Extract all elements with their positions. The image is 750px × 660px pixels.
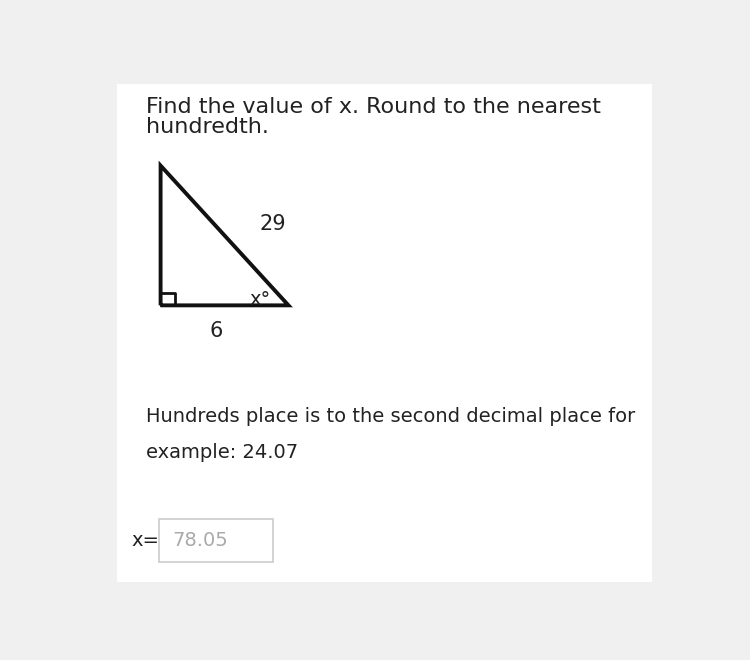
Text: 6: 6 (209, 321, 223, 341)
Text: hundredth.: hundredth. (146, 117, 269, 137)
Text: x°: x° (250, 290, 271, 309)
Text: Hundreds place is to the second decimal place for: Hundreds place is to the second decimal … (146, 407, 635, 426)
FancyBboxPatch shape (160, 519, 273, 562)
Text: 29: 29 (260, 214, 286, 234)
Text: Find the value of x. Round to the nearest: Find the value of x. Round to the neares… (146, 97, 601, 117)
Text: 78.05: 78.05 (172, 531, 229, 550)
Text: example: 24.07: example: 24.07 (146, 443, 298, 461)
FancyBboxPatch shape (117, 84, 652, 582)
Text: x=: x= (131, 531, 160, 550)
